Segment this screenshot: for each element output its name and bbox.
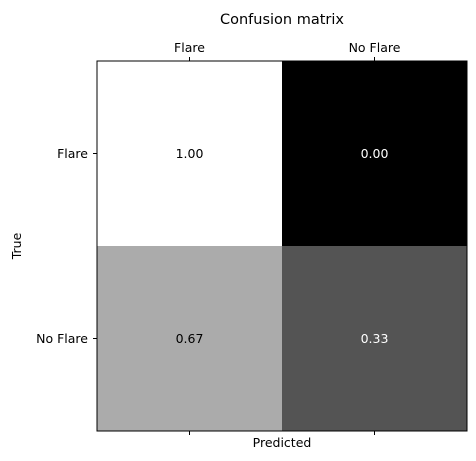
cell-flare-no-flare [282, 61, 467, 246]
y-tick-label-no-flare: No Flare [36, 331, 88, 346]
axis-ticks [93, 57, 375, 435]
x-axis-label: Predicted [253, 435, 312, 450]
cell-value-flare-flare: 1.00 [176, 146, 204, 161]
cell-no-flare-flare [97, 246, 282, 431]
cell-flare-flare [97, 61, 282, 246]
cell-value-no-flare-no-flare: 0.33 [361, 331, 389, 346]
cell-value-no-flare-flare: 0.67 [176, 331, 204, 346]
cell-no-flare-no-flare [282, 246, 467, 431]
cell-value-flare-no-flare: 0.00 [361, 146, 389, 161]
chart-title: Confusion matrix [220, 12, 344, 28]
cell-value-labels: 1.00 0.00 0.67 0.33 [176, 146, 389, 346]
plot-frame [96, 60, 468, 432]
x-tick-label-no-flare: No Flare [349, 40, 401, 55]
y-tick-label-flare: Flare [57, 146, 88, 161]
x-tick-label-flare: Flare [174, 40, 205, 55]
axis-tick-labels: Flare No Flare Flare No Flare [36, 40, 401, 346]
y-axis-label: True [9, 232, 24, 260]
heatmap-cells [97, 61, 467, 431]
